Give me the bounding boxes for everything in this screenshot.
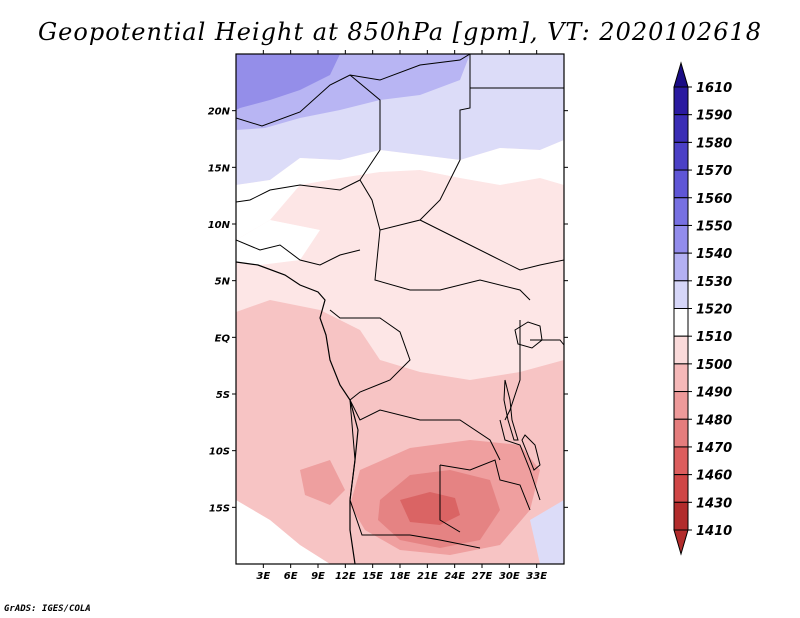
map-title: Geopotential Height at 850hPa [gpm], VT:… <box>38 18 762 46</box>
lon-tick-label: 6E <box>284 571 298 582</box>
map-axes: 3E 6E 9E 12E 15E 18E 21E 24E 27E 30E 33E 20N 15N 10N 5… <box>208 50 568 582</box>
lon-tick-label: 24E <box>444 571 465 582</box>
colorbar-swatch <box>673 141 689 171</box>
colorbar-swatch <box>673 308 689 337</box>
colorbar-label: 1470 <box>696 441 732 456</box>
colorbar-swatch <box>673 446 689 476</box>
colorbar-label: 1570 <box>696 164 732 179</box>
field-1510-west <box>236 220 320 265</box>
field-1510-south <box>236 500 330 564</box>
colorbar-label: 1560 <box>696 192 732 207</box>
field-1480-west <box>300 460 345 505</box>
lat-tick-label: 15S <box>209 503 230 514</box>
lat-tick-label: 5N <box>215 277 231 288</box>
colorbar-label: 1500 <box>696 358 732 373</box>
colorbar-label: 1480 <box>696 413 732 428</box>
colorbar-swatch <box>673 252 689 282</box>
colorbar-top-arrow <box>673 61 689 88</box>
lon-tick-label: 9E <box>311 571 325 582</box>
lake-victoria <box>514 321 543 349</box>
colorbar-label: 1590 <box>696 109 732 124</box>
colorbar-label: 1510 <box>696 330 732 345</box>
lat-tick-label: 5S <box>216 390 230 401</box>
lat-tick-label: EQ <box>215 333 231 344</box>
field-1460 <box>400 492 460 525</box>
colorbar-label: 1430 <box>696 496 732 511</box>
lon-tick-label: 18E <box>390 571 411 582</box>
lat-tick-label: 10S <box>209 447 230 458</box>
colorbar-label: 1610 <box>696 81 732 96</box>
colorbar-swatch <box>673 169 689 199</box>
lake-malawi <box>521 434 541 471</box>
colorbar-label: 1530 <box>696 275 732 290</box>
colorbar-swatch <box>673 418 689 448</box>
colorbar-swatch <box>673 474 689 503</box>
colorbar-label: 1460 <box>696 469 732 484</box>
field-1540 <box>236 54 340 110</box>
colorbar-swatch <box>673 86 689 116</box>
lat-tick-label: 10N <box>208 220 231 231</box>
lake-tanganyika <box>503 379 519 441</box>
colorbar-swatch <box>673 280 689 309</box>
colorbar-label: 1410 <box>696 524 732 539</box>
field-1510-north <box>236 140 564 240</box>
field-1520-south <box>530 500 564 564</box>
lon-tick-label: 27E <box>472 571 493 582</box>
lon-tick-label: 21E <box>417 571 438 582</box>
colorbar: 1610 1590 1580 1570 1560 1550 1540 1530 1520 1510… <box>673 61 732 556</box>
colorbar-label: 1580 <box>696 136 732 151</box>
lon-tick-label: 15E <box>362 571 383 582</box>
lon-tick-label: 33E <box>526 571 547 582</box>
lon-tick-label: 3E <box>256 571 270 582</box>
colorbar-label: 1540 <box>696 247 732 262</box>
colorbar-label: 1490 <box>696 386 732 401</box>
coastline <box>236 261 359 564</box>
colorbar-swatch <box>673 363 689 393</box>
colorbar-label: 1550 <box>696 219 732 234</box>
colorbar-swatch <box>673 114 689 143</box>
height-field <box>236 54 564 564</box>
colorbar-label: 1520 <box>696 303 732 318</box>
colorbar-swatch <box>673 335 689 365</box>
colorbar-swatch <box>673 224 689 254</box>
colorbar-swatch <box>673 501 689 531</box>
colorbar-bottom-arrow <box>673 529 689 556</box>
credit-label: GrADS: IGES/COLA <box>4 604 91 614</box>
lon-tick-label: 12E <box>335 571 356 582</box>
colorbar-swatch <box>673 197 689 226</box>
lat-tick-label: 15N <box>208 163 231 174</box>
lat-tick-label: 20N <box>208 107 231 118</box>
lon-tick-label: 30E <box>499 571 520 582</box>
colorbar-swatch <box>673 391 689 420</box>
